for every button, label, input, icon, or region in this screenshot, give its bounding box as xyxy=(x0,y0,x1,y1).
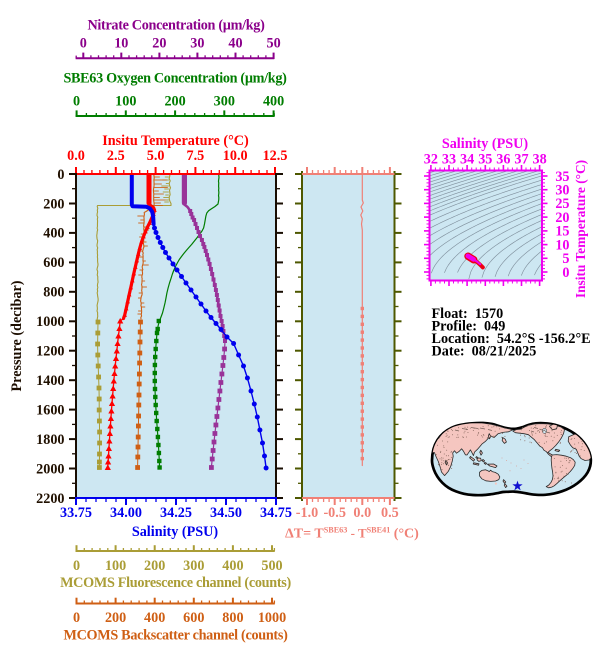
svg-text:5.0: 5.0 xyxy=(147,148,165,164)
svg-text:Salinity (PSU): Salinity (PSU) xyxy=(442,136,529,152)
svg-text:36: 36 xyxy=(496,152,510,168)
svg-text:50: 50 xyxy=(267,36,281,52)
svg-text:Pressure (decibar): Pressure (decibar) xyxy=(9,280,25,391)
svg-text:1800: 1800 xyxy=(36,432,64,448)
svg-text:35: 35 xyxy=(478,152,492,168)
svg-text:Date: 08/21/2025: Date: 08/21/2025 xyxy=(432,344,537,360)
svg-text:1200: 1200 xyxy=(36,344,64,360)
svg-text:0: 0 xyxy=(80,36,87,52)
svg-text:Insitu Temperature (°C): Insitu Temperature (°C) xyxy=(102,133,249,149)
svg-text:0.0: 0.0 xyxy=(67,148,85,164)
svg-text:38: 38 xyxy=(533,152,547,168)
svg-text:2200: 2200 xyxy=(36,491,64,507)
svg-text:100: 100 xyxy=(105,558,126,574)
svg-text:30: 30 xyxy=(555,183,569,199)
svg-text:0: 0 xyxy=(73,94,80,110)
svg-text:35: 35 xyxy=(555,169,569,185)
svg-text:-0.5: -0.5 xyxy=(323,505,345,521)
svg-text:37: 37 xyxy=(514,152,528,168)
svg-text:25: 25 xyxy=(555,196,569,212)
svg-text:0.0: 0.0 xyxy=(353,505,371,521)
svg-text:300: 300 xyxy=(214,94,235,110)
svg-text:Salinity (PSU): Salinity (PSU) xyxy=(132,524,219,540)
svg-text:Insitu Temperature (°C): Insitu Temperature (°C) xyxy=(573,160,588,298)
svg-text:12.5: 12.5 xyxy=(263,148,288,164)
svg-text:20: 20 xyxy=(555,210,569,226)
svg-text:400: 400 xyxy=(222,558,243,574)
svg-text:200: 200 xyxy=(144,558,165,574)
svg-text:40: 40 xyxy=(228,36,242,52)
svg-text:1000: 1000 xyxy=(36,314,64,330)
svg-text:800: 800 xyxy=(222,610,243,626)
svg-text:34.00: 34.00 xyxy=(110,505,142,521)
svg-text:600: 600 xyxy=(43,255,64,271)
svg-text:0: 0 xyxy=(73,610,80,626)
svg-text:0: 0 xyxy=(57,167,64,183)
svg-text:10: 10 xyxy=(114,36,128,52)
svg-text:1000: 1000 xyxy=(258,610,286,626)
svg-text:200: 200 xyxy=(43,196,64,212)
svg-text:10: 10 xyxy=(555,237,569,253)
svg-text:500: 500 xyxy=(261,558,282,574)
svg-text:Location: 54.2°S -156.2°E: Location: 54.2°S -156.2°E xyxy=(432,331,591,347)
svg-text:1600: 1600 xyxy=(36,402,64,418)
svg-text:33: 33 xyxy=(442,152,456,168)
svg-text:0: 0 xyxy=(73,558,80,574)
svg-text:100: 100 xyxy=(115,94,136,110)
svg-text:600: 600 xyxy=(183,610,204,626)
svg-text:34.50: 34.50 xyxy=(210,505,242,521)
svg-text:-1.0: -1.0 xyxy=(296,505,318,521)
svg-text:20: 20 xyxy=(152,36,166,52)
svg-text:34.75: 34.75 xyxy=(260,505,292,521)
svg-text:300: 300 xyxy=(183,558,204,574)
svg-text:ΔT= TSBE63 - TSBE41 (°C): ΔT= TSBE63 - TSBE41 (°C) xyxy=(285,526,419,542)
svg-text:5: 5 xyxy=(562,251,569,267)
svg-text:Float: 1570: Float: 1570 xyxy=(432,306,504,322)
svg-text:30: 30 xyxy=(190,36,204,52)
svg-text:15: 15 xyxy=(555,224,569,240)
svg-text:Profile: 049: Profile: 049 xyxy=(432,319,506,335)
svg-text:0: 0 xyxy=(562,265,569,281)
svg-text:1400: 1400 xyxy=(36,373,64,389)
svg-text:MCOMS Fluorescence channel (co: MCOMS Fluorescence channel (counts) xyxy=(60,575,291,591)
svg-text:Nitrate Concentration (µm/kg): Nitrate Concentration (µm/kg) xyxy=(88,18,266,34)
svg-text:400: 400 xyxy=(144,610,165,626)
svg-text:33.75: 33.75 xyxy=(60,505,92,521)
svg-text:7.5: 7.5 xyxy=(187,148,205,164)
svg-text:200: 200 xyxy=(105,610,126,626)
svg-text:2.5: 2.5 xyxy=(107,148,125,164)
svg-text:32: 32 xyxy=(424,152,438,168)
svg-text:MCOMS Backscatter channel (cou: MCOMS Backscatter channel (counts) xyxy=(63,628,288,644)
svg-text:400: 400 xyxy=(43,226,64,242)
svg-text:0.5: 0.5 xyxy=(381,505,399,521)
svg-text:800: 800 xyxy=(43,285,64,301)
svg-text:2000: 2000 xyxy=(36,461,64,477)
svg-text:400: 400 xyxy=(263,94,284,110)
svg-text:200: 200 xyxy=(164,94,185,110)
svg-text:34.25: 34.25 xyxy=(160,505,192,521)
svg-text:34: 34 xyxy=(460,152,474,168)
svg-text:10.0: 10.0 xyxy=(223,148,248,164)
svg-text:SBE63 Oxygen Concentration (µm: SBE63 Oxygen Concentration (µm/kg) xyxy=(63,71,287,87)
